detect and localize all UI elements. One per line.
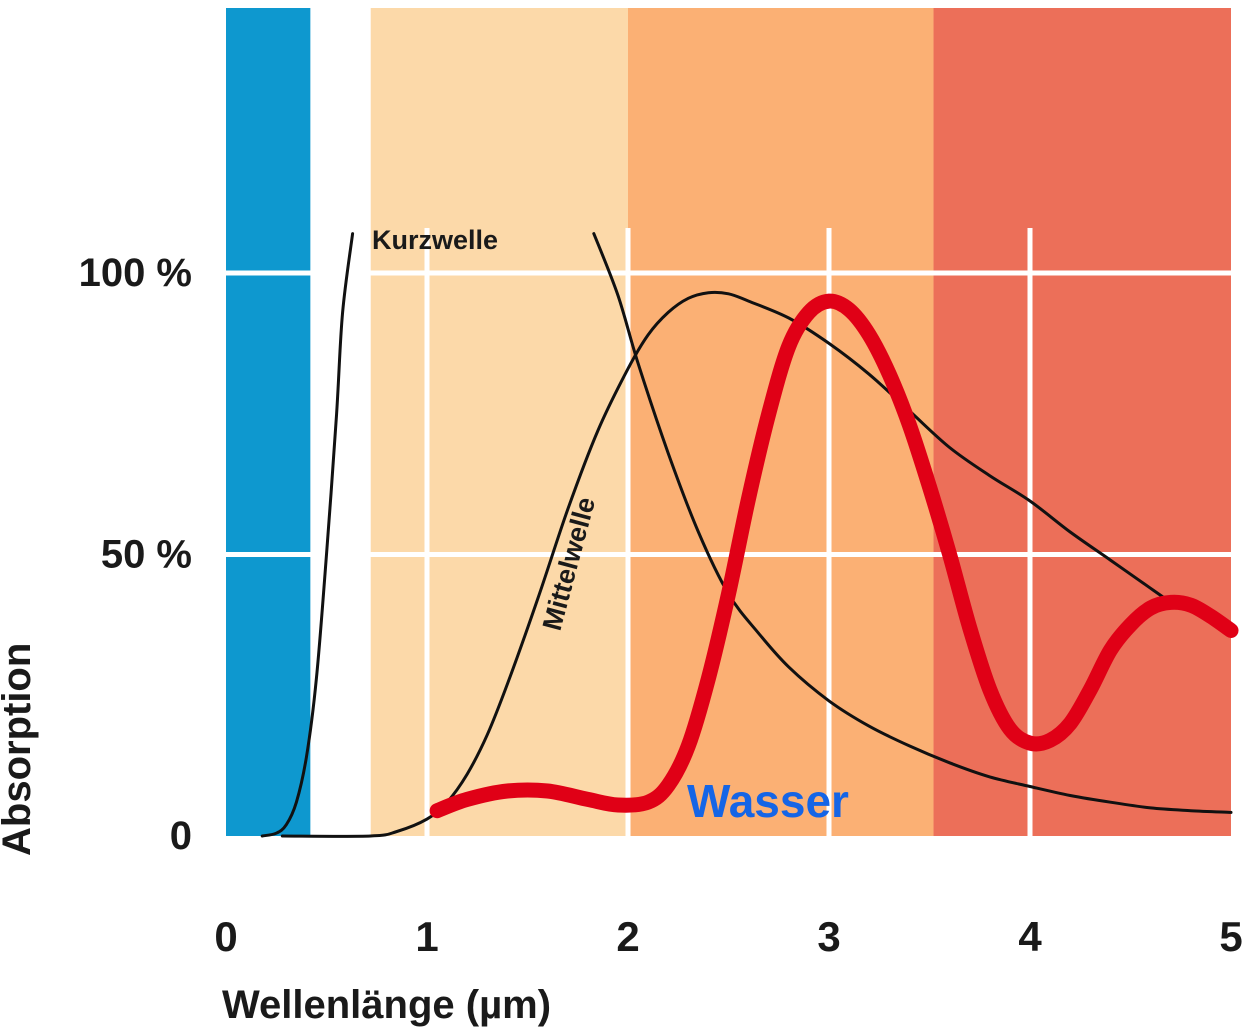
series-mittelwelle: [280, 290, 1181, 838]
curves: [260, 232, 1239, 838]
band-0: [226, 8, 311, 836]
series-curve-2: [592, 232, 1233, 814]
series-kurzwelle: [260, 232, 355, 838]
curve-label-kurzwelle: Kurzwelle: [372, 225, 498, 255]
y-tick-label-50: 50 %: [101, 533, 192, 577]
x-tick-label-2: 2: [616, 913, 639, 960]
x-tick-label-5: 5: [1219, 913, 1242, 960]
x-tick-label-3: 3: [817, 913, 840, 960]
y-tick-label-0: 0: [170, 814, 192, 858]
band-1: [310, 8, 371, 836]
x-tick-label-4: 4: [1018, 913, 1042, 960]
band-2: [370, 8, 628, 836]
x-tick-label-0: 0: [214, 913, 237, 960]
tick-labels: 0 1 2 3 4 5 0 50 % 100 %: [79, 251, 1243, 960]
y-axis-title: Absorption: [0, 643, 39, 856]
series-wasser: [429, 293, 1239, 819]
y-tick-label-100: 100 %: [79, 251, 192, 295]
curve-label-wasser: Wasser: [687, 775, 849, 827]
band-3: [628, 8, 934, 836]
x-axis-title: Wellenlänge (µm): [222, 983, 551, 1027]
x-tick-label-1: 1: [415, 913, 438, 960]
